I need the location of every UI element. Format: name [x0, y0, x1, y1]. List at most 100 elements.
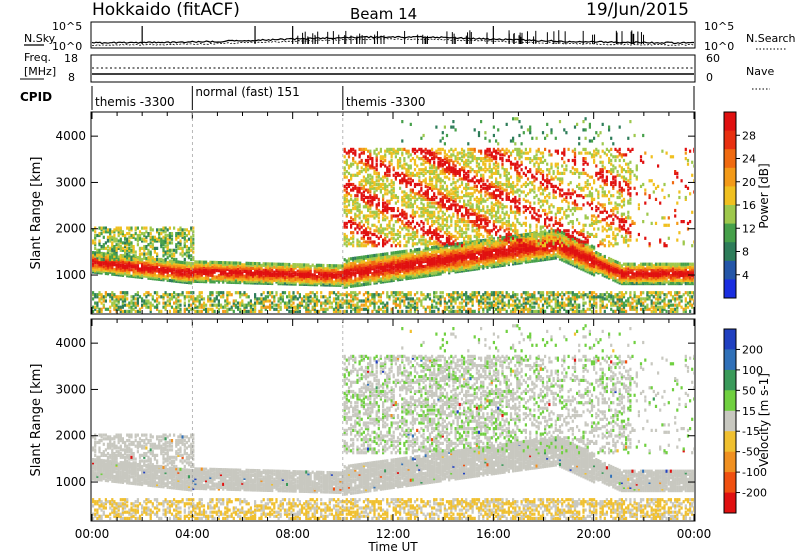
power-cell — [403, 179, 406, 183]
power-cell — [463, 220, 466, 224]
power-cell — [409, 248, 412, 253]
power-cell — [364, 218, 368, 222]
power-cell — [350, 194, 353, 198]
power-cell — [219, 305, 223, 309]
power-cell — [100, 293, 103, 297]
power-cell — [405, 260, 408, 265]
power-cell — [192, 291, 195, 295]
power-cell — [247, 295, 250, 299]
power-cell — [128, 305, 131, 309]
power-cell — [407, 240, 410, 244]
power-cell — [354, 153, 357, 157]
power-cell — [388, 147, 391, 151]
power-cell — [224, 270, 227, 275]
power-cell — [367, 242, 370, 246]
power-cell — [456, 194, 459, 198]
power-cell — [309, 283, 312, 287]
power-cell — [384, 309, 387, 313]
power-cell — [416, 173, 419, 177]
power-cell — [358, 190, 361, 194]
power-cell — [367, 280, 370, 284]
power-cell — [441, 242, 444, 246]
power-cell — [92, 291, 95, 295]
power-cell — [347, 293, 351, 297]
power-cell — [187, 256, 191, 260]
power-cell — [386, 188, 389, 192]
power-cell — [367, 188, 370, 192]
power-cell — [239, 291, 242, 295]
power-cell — [177, 303, 180, 307]
power-cell — [411, 195, 414, 200]
power-cell — [416, 242, 419, 246]
power-cell — [411, 179, 414, 183]
power-cell — [469, 197, 472, 201]
power-cell — [454, 208, 457, 213]
power-cell — [166, 303, 169, 307]
power-cell — [433, 221, 436, 225]
power-cell — [431, 210, 434, 214]
power-cell — [226, 295, 229, 299]
power-cell — [245, 305, 248, 309]
power-cell — [309, 291, 312, 295]
power-cell — [217, 273, 220, 278]
power-cell — [371, 260, 374, 264]
power-cell — [345, 212, 348, 216]
power-cell — [456, 153, 459, 157]
power-cell — [185, 272, 188, 276]
power-cell — [390, 251, 393, 255]
power-cell — [345, 190, 348, 194]
power-cell — [356, 207, 359, 211]
power-cell — [382, 195, 385, 200]
power-cell — [183, 295, 186, 299]
power-cell — [367, 299, 370, 303]
power-cell — [113, 235, 116, 239]
power-cell — [424, 309, 427, 313]
power-cell — [437, 164, 440, 168]
power-cell — [153, 266, 156, 270]
power-cell — [433, 197, 436, 201]
power-cell — [433, 293, 436, 297]
power-cell — [458, 268, 461, 272]
power-cell — [465, 246, 468, 250]
power-cell — [469, 179, 472, 183]
power-cell — [409, 122, 412, 126]
power-cell — [362, 162, 365, 166]
power-cell — [175, 279, 178, 283]
cpid-segment-label: normal (fast) 151 — [195, 85, 299, 99]
power-cell — [315, 270, 319, 274]
power-cell — [311, 279, 314, 283]
power-cell — [463, 249, 466, 253]
power-cell — [92, 309, 95, 313]
power-cell — [382, 242, 385, 246]
power-cell — [420, 157, 423, 161]
power-cell — [426, 254, 429, 258]
power-cell — [386, 210, 389, 214]
power-cell — [403, 264, 406, 268]
freq-tick-top: 18 — [64, 52, 78, 65]
power-cell — [192, 256, 195, 260]
power-cell — [175, 297, 178, 301]
beam-title: Beam 14 — [350, 5, 417, 23]
power-cell — [396, 220, 400, 224]
power-cell — [416, 248, 419, 252]
power-cell — [156, 254, 159, 258]
power-cell — [149, 241, 152, 245]
power-cell — [100, 297, 103, 301]
power-cell — [362, 175, 365, 179]
power-cell — [198, 299, 201, 303]
power-cell — [254, 305, 257, 309]
power-cell — [313, 293, 316, 297]
power-cell — [373, 242, 376, 246]
power-cell — [463, 254, 466, 258]
power-cell — [347, 203, 351, 207]
power-cell — [390, 184, 393, 188]
power-cell — [452, 153, 455, 157]
power-cell — [362, 168, 365, 172]
power-cell — [119, 248, 122, 252]
power-cell — [286, 275, 289, 279]
power-cell — [288, 274, 291, 278]
power-cell — [164, 252, 167, 256]
power-cell — [469, 238, 472, 242]
power-cell — [441, 210, 444, 214]
power-cell — [467, 242, 470, 246]
